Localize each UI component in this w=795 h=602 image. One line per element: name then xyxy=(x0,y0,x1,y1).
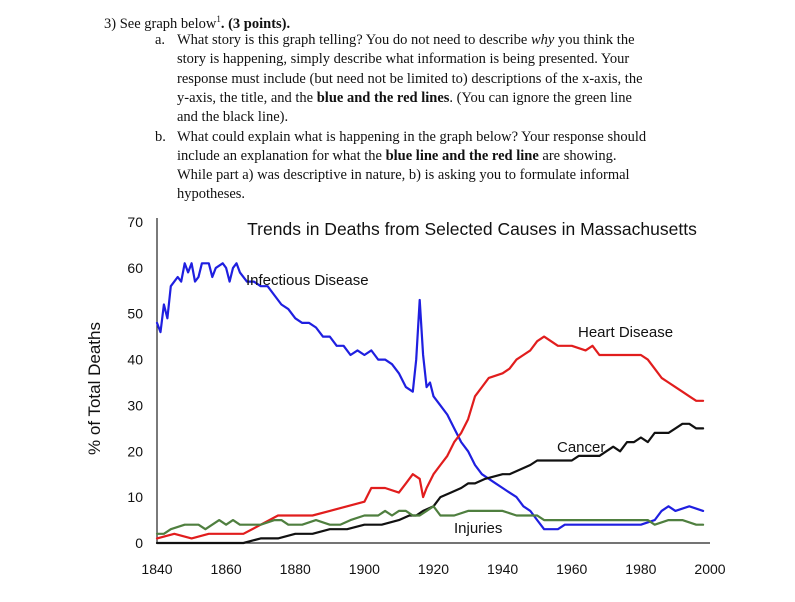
y-tick-label: 40 xyxy=(127,352,143,368)
part-a-emphasis: why xyxy=(531,32,555,48)
question-heading: 3) See graph below1. (3 points). xyxy=(104,10,290,33)
part-a-line-3: response must include (but need not be l… xyxy=(177,71,643,87)
part-a-line-1: What story is this graph telling? You do… xyxy=(177,31,635,49)
part-b-line-4: hypotheses. xyxy=(177,186,246,202)
chart-series xyxy=(155,262,705,545)
part-b-marker: b. xyxy=(155,129,166,145)
y-tick-label: 70 xyxy=(127,214,143,230)
part-b-line-2: include an explanation for what the blue… xyxy=(177,147,617,165)
x-tick-label: 1960 xyxy=(556,561,587,577)
part-b-bold: blue line and the red line xyxy=(385,148,539,164)
part-a-text: What story is this graph telling? You do… xyxy=(177,32,531,48)
y-axis-label: % of Total Deaths xyxy=(85,322,104,455)
series-line-injuries xyxy=(155,505,705,535)
x-tick-label: 1900 xyxy=(349,561,380,577)
series-label-injuries: Injuries xyxy=(454,520,502,537)
y-tick-label: 10 xyxy=(127,489,143,505)
x-tick-label: 2000 xyxy=(694,561,725,577)
part-b-text: are showing. xyxy=(538,148,617,164)
series-line-cancer xyxy=(155,422,705,545)
part-b-line-1: What could explain what is happening in … xyxy=(177,129,647,145)
y-tick-label: 30 xyxy=(127,397,143,413)
chart-text: 0 10 20 30 40 50 60 70 1840 1860 1880 1900 1920 1940 1… xyxy=(85,214,726,577)
part-a-text: y-axis, the title, and the xyxy=(177,90,317,106)
x-tick-label: 1880 xyxy=(280,561,311,577)
part-b-text: include an explanation for what the xyxy=(177,148,386,164)
series-label-heart-disease: Heart Disease xyxy=(578,324,673,341)
question-points: . (3 points). xyxy=(220,15,291,32)
part-a-bold: blue and the red lines xyxy=(316,90,450,106)
series-line-infectious-disease xyxy=(155,262,705,531)
x-tick-label: 1860 xyxy=(211,561,242,577)
series-line-heart-disease xyxy=(155,335,705,540)
x-tick-label: 1920 xyxy=(418,561,449,577)
x-tick-label: 1940 xyxy=(487,561,518,577)
series-label-infectious-disease: Infectious Disease xyxy=(246,272,369,289)
part-a-line-5: and the black line). xyxy=(177,109,289,125)
part-a-marker: a. xyxy=(155,32,166,48)
chart-axes xyxy=(156,218,710,544)
series-label-cancer: Cancer xyxy=(557,439,605,456)
part-a-line-2: story is happening, simply describe what… xyxy=(177,51,630,67)
y-tick-label: 60 xyxy=(127,260,143,276)
x-tick-label: 1840 xyxy=(141,561,172,577)
question-number-text: 3) See graph below xyxy=(104,15,217,32)
footnote-ref: 1 xyxy=(216,14,221,24)
y-tick-label: 0 xyxy=(135,535,143,551)
part-a-text: you think the xyxy=(554,32,635,48)
chart-title: Trends in Deaths from Selected Causes in… xyxy=(247,219,697,239)
part-b-line-3: While part a) was descriptive in nature,… xyxy=(177,167,630,183)
part-a-text: . (You can ignore the green line xyxy=(449,90,632,106)
y-tick-label: 20 xyxy=(127,443,143,459)
x-tick-label: 1980 xyxy=(625,561,656,577)
part-a-line-4: y-axis, the title, and the blue and the … xyxy=(177,89,632,107)
y-tick-label: 50 xyxy=(127,306,143,322)
